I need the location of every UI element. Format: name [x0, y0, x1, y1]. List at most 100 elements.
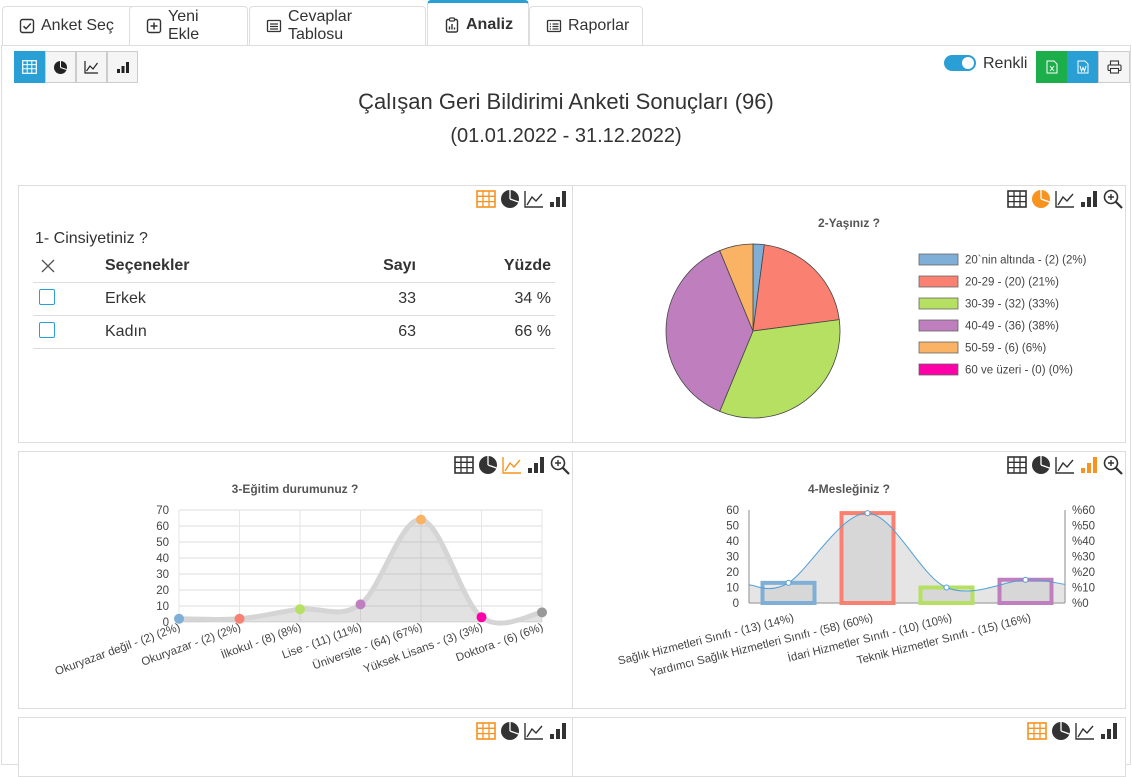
card-chart-toolbar — [452, 453, 572, 477]
table-view-button[interactable] — [14, 51, 45, 83]
excel-export-button[interactable] — [1036, 51, 1068, 83]
tab-label: Analiz — [466, 15, 514, 33]
close-icon[interactable] — [41, 259, 105, 273]
y-tick-label: 40 — [156, 553, 169, 565]
tab-cevaplar-tablosu[interactable]: Cevaplar Tablosu — [249, 6, 426, 45]
bar-view-icon[interactable] — [1077, 453, 1101, 477]
pie-view-icon[interactable] — [476, 453, 500, 477]
tab-raporlar[interactable]: Raporlar — [529, 6, 643, 45]
pie-view-icon[interactable] — [498, 187, 522, 211]
data-point — [174, 613, 184, 624]
pie-slice — [752, 244, 840, 332]
row-checkbox-cell — [33, 282, 105, 316]
bar-view-icon — [116, 60, 130, 74]
option-cell: Erkek — [105, 282, 326, 316]
row-checkbox-cell — [33, 315, 105, 349]
area-fill — [749, 513, 1065, 603]
card-chart-toolbar — [1005, 187, 1125, 211]
line-view-button[interactable] — [76, 51, 107, 83]
column-header-percent[interactable]: Yüzde — [416, 250, 555, 283]
card-chart-toolbar — [474, 719, 570, 743]
count-cell: 63 — [326, 315, 416, 349]
zoom-icon[interactable] — [1101, 187, 1125, 211]
bar-view-icon[interactable] — [1077, 187, 1101, 211]
table-view-icon[interactable] — [474, 719, 498, 743]
y-tick-label: 30 — [156, 569, 169, 581]
y-tick-label: 50 — [726, 521, 739, 533]
tab-label: Cevaplar Tablosu — [288, 8, 353, 43]
line-view-icon[interactable] — [1073, 719, 1097, 743]
bar-view-button[interactable] — [107, 51, 138, 83]
line-view-icon[interactable] — [1053, 453, 1077, 477]
y-tick-label: 10 — [156, 601, 169, 613]
pie-view-icon[interactable] — [1029, 187, 1053, 211]
y-tick-label: 10 — [726, 583, 739, 595]
line-view-icon[interactable] — [500, 453, 524, 477]
row-checkbox[interactable] — [39, 321, 55, 338]
legend-swatch — [918, 341, 959, 354]
data-point — [537, 607, 547, 618]
table-view-icon[interactable] — [452, 453, 476, 477]
pie-view-icon[interactable] — [1029, 453, 1053, 477]
tab-anket-sec[interactable]: Anket Seç — [2, 6, 136, 45]
line-view-icon[interactable] — [1053, 187, 1077, 211]
report-list-icon — [546, 18, 562, 34]
pie-view-button[interactable] — [45, 51, 76, 83]
print-button[interactable] — [1098, 51, 1130, 83]
y-tick-label: 20 — [156, 585, 169, 597]
chart-title: 4-Mesleğiniz ? — [808, 482, 890, 496]
tab-label: Yeni Ekle — [168, 8, 200, 43]
colorful-toggle[interactable] — [944, 55, 976, 71]
option-cell: Kadın — [105, 315, 326, 349]
question-card-3: 3-Eğitim durumunuz ? 0 10 20 30 40 50 60 70 Okury… — [18, 451, 573, 709]
legend-label: 40-49 - (36) (38%) — [965, 321, 1059, 333]
area-fill — [179, 519, 542, 624]
tab-bar: Anket Seç Yeni Ekle Cevaplar Tablosu Ana… — [0, 0, 1132, 46]
tab-analiz[interactable]: Analiz — [427, 0, 529, 46]
table-view-icon[interactable] — [1025, 719, 1049, 743]
tab-yeni-ekle[interactable]: Yeni Ekle — [129, 6, 248, 45]
table-view-icon[interactable] — [1005, 453, 1029, 477]
legend-swatch — [918, 253, 959, 266]
row-checkbox[interactable] — [39, 288, 55, 305]
zoom-icon[interactable] — [548, 453, 572, 477]
word-export-button[interactable] — [1067, 51, 1099, 83]
line-view-icon[interactable] — [522, 187, 546, 211]
count-cell: 33 — [326, 282, 416, 316]
y-tick-label: 20 — [726, 567, 739, 579]
word-icon — [1077, 60, 1089, 74]
check-square-icon — [19, 18, 35, 34]
pie-chart: 2-Yaşınız ? 20`nin altında - (2) (2%) 20-2… — [665, 216, 1087, 419]
zoom-icon[interactable] — [1101, 453, 1125, 477]
bar-view-icon[interactable] — [1097, 719, 1121, 743]
bar-view-icon[interactable] — [546, 719, 570, 743]
question-text: 1- Cinsiyetiniz ? — [35, 230, 148, 247]
column-header-count[interactable]: Sayı — [326, 250, 416, 283]
legend-label: 20-29 - (20) (21%) — [965, 277, 1059, 289]
list-icon — [266, 18, 282, 34]
chart-title: 2-Yaşınız ? — [818, 216, 880, 230]
y2-tick-label: %40 — [1072, 536, 1095, 548]
card-chart-toolbar — [1005, 453, 1125, 477]
line-view-icon[interactable] — [522, 719, 546, 743]
table-view-icon[interactable] — [1005, 187, 1029, 211]
table-row: Erkek 33 34 % — [33, 282, 555, 316]
question-card-6 — [572, 717, 1126, 777]
y-tick-label: 60 — [726, 505, 739, 517]
print-icon — [1106, 60, 1122, 74]
table-row: Kadın 63 66 % — [33, 315, 555, 349]
pie-view-icon[interactable] — [1049, 719, 1073, 743]
deselect-all-cell[interactable] — [33, 250, 105, 283]
toggle-knob — [962, 57, 974, 69]
column-header-options[interactable]: Seçenekler — [105, 250, 326, 283]
area-chart: 3-Eğitim durumunuz ? 0 10 20 30 40 50 60 70 Okury… — [54, 482, 547, 678]
question-card-2: 2-Yaşınız ? 20`nin altında - (2) (2%) 20-2… — [572, 185, 1126, 443]
card-chart-toolbar — [474, 187, 570, 211]
bar-view-icon[interactable] — [524, 453, 548, 477]
bar-view-icon[interactable] — [546, 187, 570, 211]
data-point — [416, 514, 426, 525]
pie-view-icon[interactable] — [498, 719, 522, 743]
date-range: (01.01.2022 - 31.12.2022) — [450, 125, 682, 147]
table-view-icon[interactable] — [474, 187, 498, 211]
question-card-4: 4-Mesleğiniz ? 0 %0 10 %10 20 %20 30 %30 40 %40 50%… — [572, 451, 1126, 709]
